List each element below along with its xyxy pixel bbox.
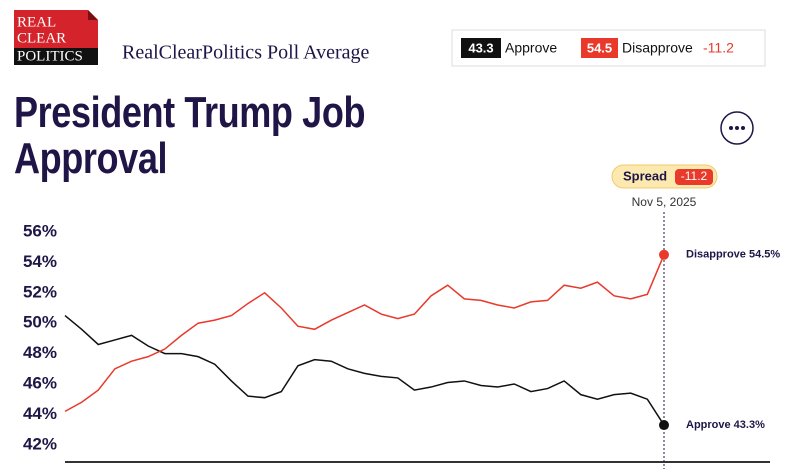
logo-fold (88, 10, 98, 20)
logo: REAL CLEAR POLITICS (14, 10, 98, 65)
chart-title: President Trump Job Approval (14, 88, 366, 183)
menu-button[interactable] (720, 111, 754, 145)
spread-badge (675, 169, 713, 185)
legend-label: Disapprove (622, 40, 693, 56)
y-tick-label: 46% (23, 373, 57, 392)
legend-badge (461, 38, 501, 58)
y-tick-label: 52% (23, 282, 57, 301)
logo-box (14, 48, 98, 65)
end-dot (659, 249, 669, 260)
y-tick-label: 50% (23, 313, 57, 332)
legend-value: 43.3 (468, 40, 493, 55)
logo-text: CLEAR (17, 30, 66, 46)
y-tick-label: 44% (23, 404, 57, 423)
end-dot (659, 420, 669, 431)
end-label: Disapprove 54.5% (686, 249, 780, 261)
legend-badge (581, 38, 618, 58)
legend-label: Approve (505, 40, 557, 56)
legend-value: 54.5 (587, 40, 612, 55)
spread-label: Spread (623, 168, 667, 183)
spread-value: -11.2 (681, 169, 708, 183)
menu-dot (735, 126, 739, 130)
y-tick-label: 54% (23, 252, 57, 271)
menu-dot (729, 126, 733, 130)
y-tick-label: 48% (23, 343, 57, 362)
menu-dot (741, 126, 745, 130)
end-label: Approve 43.3% (686, 419, 765, 431)
series-line (64, 254, 665, 413)
y-tick-label: 56% (23, 221, 57, 240)
logo-text: POLITICS (17, 48, 83, 64)
header: RealClearPolitics Poll Average (122, 42, 369, 64)
logo-text: REAL (17, 14, 56, 30)
series-line (64, 315, 665, 426)
latest-date: Nov 5, 2025 (632, 195, 697, 209)
legend-spread: -11.2 (703, 40, 734, 56)
y-tick-label: 42% (23, 434, 57, 453)
